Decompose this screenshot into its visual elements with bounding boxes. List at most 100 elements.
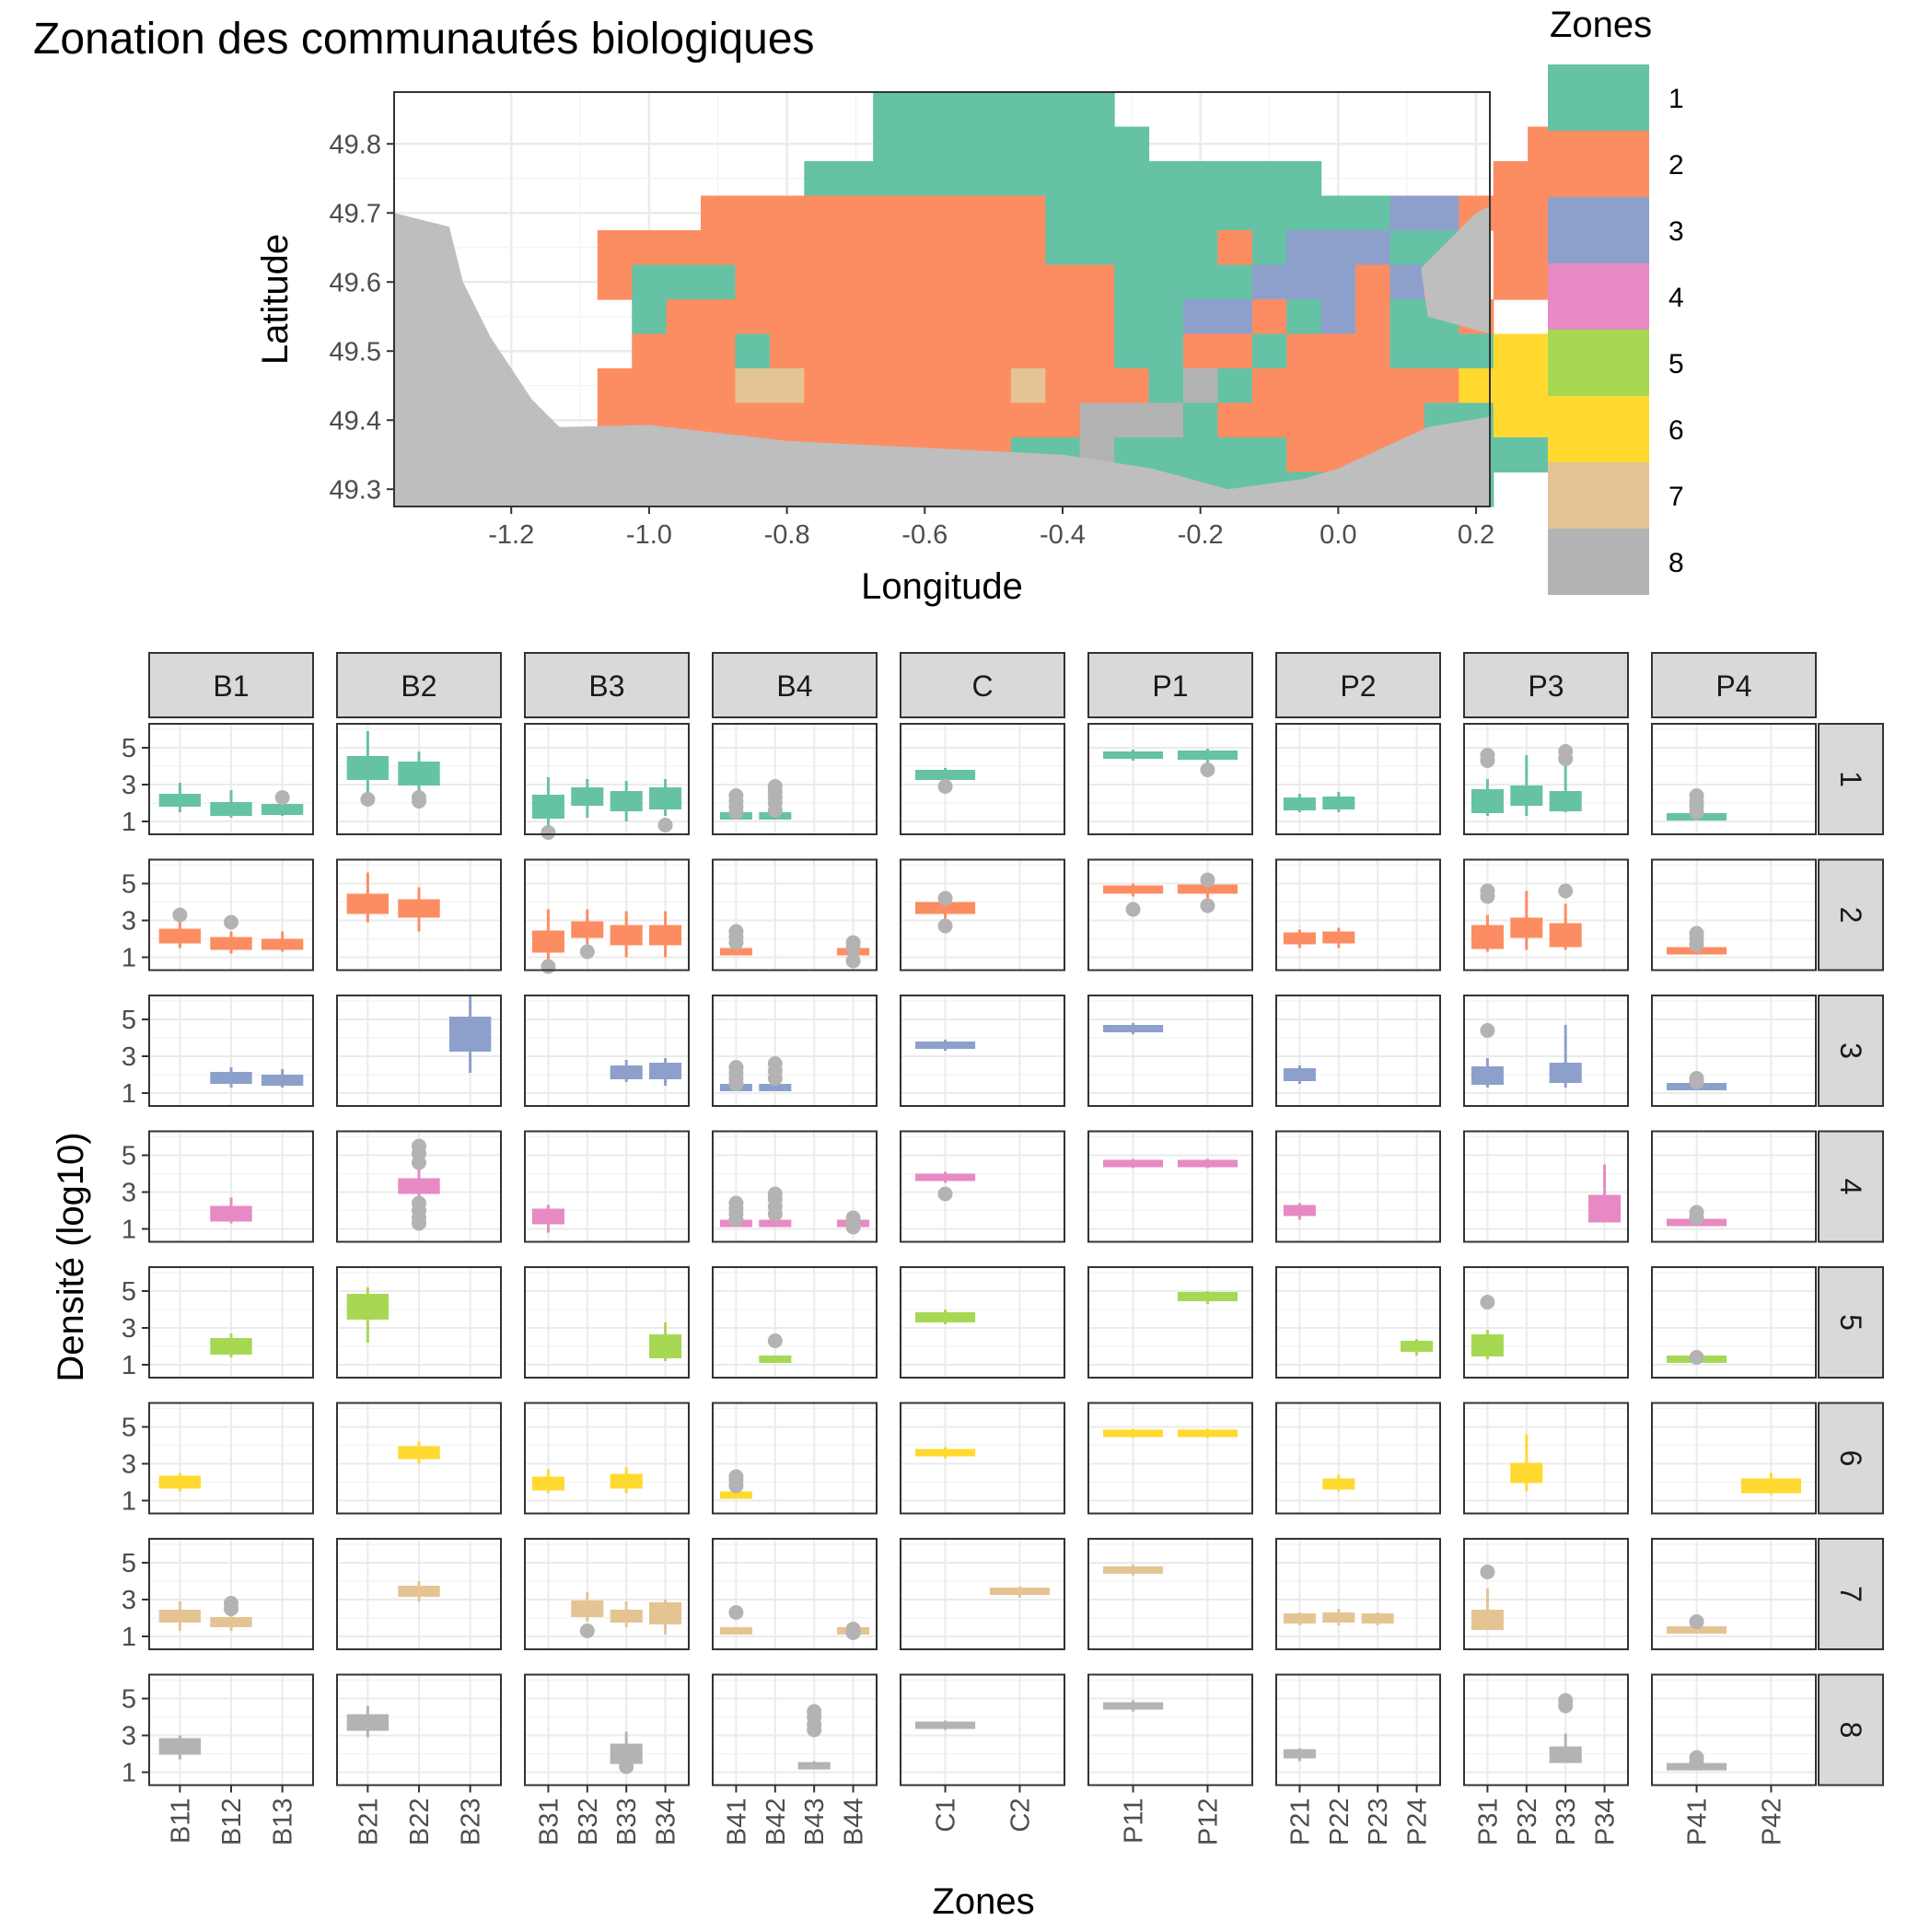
facet-panel-border: [148, 858, 314, 972]
map-y-tick-label: 49.6: [330, 268, 381, 297]
map-cell-zone-2: [1217, 402, 1253, 438]
map-cell-zone-2: [1182, 333, 1218, 369]
box-outlier: [1558, 1698, 1574, 1714]
map-cell-zone-1: [1148, 299, 1184, 335]
facet-x-tick-label: C2: [1006, 1798, 1035, 1833]
map-cell-zone-2: [942, 402, 978, 438]
legend-key-zone-6: [1548, 396, 1649, 462]
facet-panel-border: [1275, 995, 1441, 1107]
map-cell-zone-2: [1320, 402, 1356, 438]
map-cell-zone-1: [1045, 126, 1081, 162]
map-cell-zone-2: [873, 264, 909, 300]
box-outlier: [412, 794, 426, 809]
row-strip-label: 6: [1834, 1450, 1867, 1467]
facet-panel-background: [901, 1402, 1064, 1514]
box-outlier: [579, 944, 595, 960]
legend-label-zone-3: 3: [1668, 216, 1684, 247]
map-cell-zone-2: [1251, 299, 1287, 335]
map-cell-zone-2: [735, 195, 771, 231]
facet-panel-background: [1276, 1539, 1440, 1649]
row-strip-label: 1: [1834, 771, 1867, 787]
map-cell-zone-2: [1010, 333, 1046, 369]
map-cell-zone-2: [735, 299, 771, 335]
map-cell-zone-1: [1286, 161, 1322, 197]
facet-panel-background: [1652, 1402, 1816, 1514]
map-cell-zone-2: [1010, 402, 1046, 438]
facet-panel-border: [712, 858, 878, 972]
facet-panel-border: [524, 1673, 690, 1787]
box-P32-zone-2: [1510, 917, 1543, 938]
box-outlier: [845, 1219, 861, 1235]
map-cell-zone-1: [873, 126, 909, 162]
facet-x-tick-label: P21: [1285, 1798, 1315, 1846]
legend-key-zone-5: [1548, 330, 1649, 396]
map-cell-zone-2: [1286, 333, 1322, 369]
facet-panel-background: [1464, 995, 1628, 1106]
facet-panel-border: [712, 1673, 878, 1787]
facet-panel-border: [712, 1402, 878, 1515]
map-cell-zone-1: [1114, 161, 1150, 197]
box-outlier: [657, 818, 673, 832]
facet-panel-background: [901, 1131, 1064, 1242]
facet-panel-border: [524, 1130, 690, 1243]
map-cell-zone-2: [701, 368, 737, 404]
facet-panel-border: [1463, 1266, 1629, 1379]
facet-panel-border: [524, 1538, 690, 1650]
box-outlier: [728, 1478, 744, 1494]
facet-panel-border: [900, 1538, 1065, 1650]
map-cell-zone-2: [597, 264, 633, 300]
legend-label-zone-1: 1: [1668, 84, 1684, 114]
map-cell-zone-1: [1286, 195, 1322, 231]
map-cell-zone-2: [907, 195, 943, 231]
map-cell-zone-1: [838, 161, 874, 197]
map-cell-zone-2: [1320, 368, 1356, 404]
box-outlier: [224, 914, 238, 930]
column-strip-label: B1: [213, 669, 249, 703]
map-cell-zone-7: [735, 368, 771, 404]
facet-panel-border: [336, 1538, 502, 1650]
facet-panel-background: [1088, 724, 1252, 834]
legend-label-zone-2: 2: [1668, 150, 1684, 180]
facet-panel-border: [336, 995, 502, 1107]
facet-panel-background: [1276, 995, 1440, 1106]
facet-panel-border: [1463, 1673, 1629, 1787]
facet-panel-border: [336, 723, 502, 835]
row-strip-label: 3: [1834, 1042, 1867, 1059]
map-cell-zone-2: [1045, 402, 1081, 438]
map-cell-zone-2: [1355, 264, 1391, 300]
map-cell-zone-2: [838, 264, 874, 300]
facet-panel-border: [900, 995, 1065, 1107]
row-strip: [1818, 1538, 1884, 1650]
map-cell-zone-1: [1148, 437, 1184, 473]
facet-y-tick-label: 5: [122, 1142, 136, 1171]
column-strip: [336, 652, 502, 718]
map-cell-zone-1: [1045, 195, 1081, 231]
row-strip-label: 8: [1834, 1722, 1867, 1739]
map-cell-zone-2: [1493, 230, 1529, 266]
facet-panel-border: [1651, 858, 1817, 972]
facet-y-tick-label: 3: [122, 1179, 136, 1208]
facet-panel-background: [525, 1539, 689, 1649]
map-cell-zone-3: [1251, 264, 1287, 300]
map-x-tick-label: -1.2: [488, 520, 534, 550]
map-cell-zone-2: [701, 195, 737, 231]
map-cell-zone-8: [1182, 368, 1218, 404]
facet-panel-border: [524, 723, 690, 835]
facet-y-tick-label: 3: [122, 771, 136, 800]
facet-y-tick-label: 5: [122, 870, 136, 900]
facet-panel-border: [900, 858, 1065, 972]
map-x-tick-label: -0.2: [1178, 520, 1224, 550]
box-P33-zone-3: [1549, 1063, 1582, 1083]
map-cell-zone-2: [907, 230, 943, 266]
box-outlier: [1480, 753, 1495, 768]
map-cell-zone-2: [701, 230, 737, 266]
map-cell-zone-2: [1424, 368, 1459, 404]
map-cell-zone-2: [804, 230, 840, 266]
facet-panel-background: [1464, 1674, 1628, 1786]
column-strip: [1463, 652, 1629, 718]
map-x-tick-label: -1.0: [626, 520, 672, 550]
box-outlier: [728, 1077, 744, 1091]
map-cell-zone-2: [838, 333, 874, 369]
map-cell-zone-2: [976, 333, 1012, 369]
box-outlier: [360, 792, 376, 807]
